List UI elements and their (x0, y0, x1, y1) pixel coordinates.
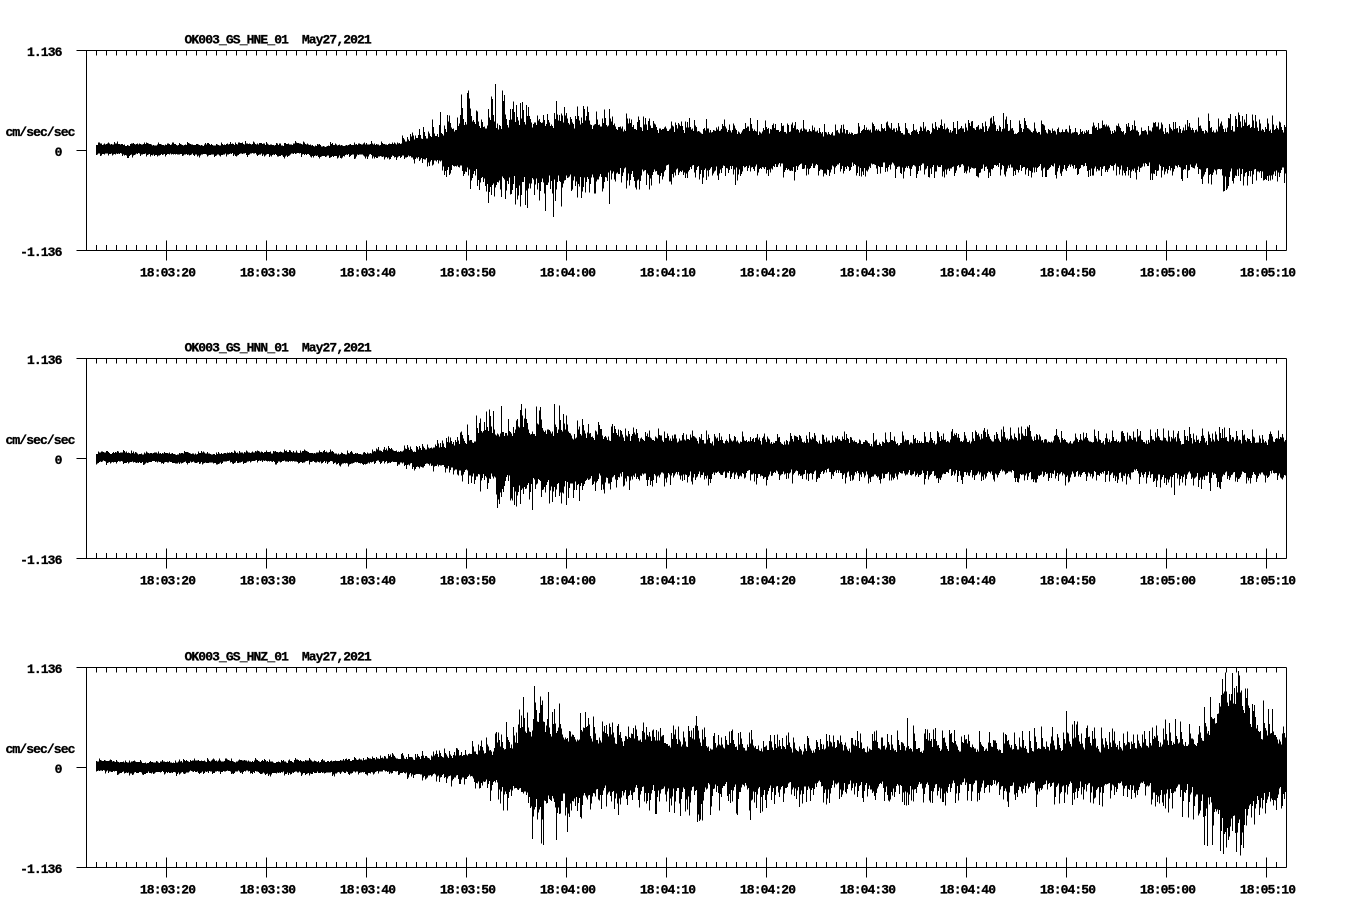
svg-text:-1.136: -1.136 (20, 553, 63, 568)
svg-text:OK003_GS_HNN_01 May27,2021: OK003_GS_HNN_01 May27,2021 (185, 341, 372, 356)
svg-text:0: 0 (55, 762, 63, 777)
svg-text:18:04:20: 18:04:20 (740, 574, 796, 589)
svg-text:18:03:20: 18:03:20 (140, 574, 196, 589)
svg-text:18:03:30: 18:03:30 (240, 883, 296, 898)
svg-text:18:04:20: 18:04:20 (740, 883, 796, 898)
svg-text:18:03:50: 18:03:50 (440, 266, 496, 281)
svg-text:18:04:00: 18:04:00 (540, 266, 596, 281)
svg-text:18:03:50: 18:03:50 (440, 574, 496, 589)
svg-text:OK003_GS_HNE_01 May27,2021: OK003_GS_HNE_01 May27,2021 (185, 33, 372, 48)
svg-text:18:04:50: 18:04:50 (1040, 574, 1096, 589)
svg-text:1.136: 1.136 (27, 353, 63, 368)
svg-text:18:04:00: 18:04:00 (540, 574, 596, 589)
svg-text:OK003_GS_HNZ_01 May27,2021: OK003_GS_HNZ_01 May27,2021 (185, 650, 372, 665)
svg-text:18:05:00: 18:05:00 (1140, 574, 1196, 589)
svg-text:18:04:40: 18:04:40 (940, 574, 996, 589)
svg-text:cm/sec/sec: cm/sec/sec (6, 433, 76, 448)
svg-text:18:04:40: 18:04:40 (940, 883, 996, 898)
svg-text:18:05:00: 18:05:00 (1140, 266, 1196, 281)
svg-text:18:05:10: 18:05:10 (1240, 574, 1296, 589)
svg-text:-1.136: -1.136 (20, 862, 63, 877)
svg-text:1.136: 1.136 (27, 662, 63, 677)
svg-text:18:03:40: 18:03:40 (340, 266, 396, 281)
svg-text:18:03:30: 18:03:30 (240, 266, 296, 281)
svg-text:18:03:30: 18:03:30 (240, 574, 296, 589)
svg-text:1.136: 1.136 (27, 45, 63, 60)
svg-text:18:04:30: 18:04:30 (840, 883, 896, 898)
svg-text:18:03:50: 18:03:50 (440, 883, 496, 898)
svg-text:0: 0 (55, 145, 63, 160)
svg-text:18:04:00: 18:04:00 (540, 883, 596, 898)
svg-text:18:04:20: 18:04:20 (740, 266, 796, 281)
svg-text:18:04:30: 18:04:30 (840, 574, 896, 589)
svg-text:18:05:10: 18:05:10 (1240, 266, 1296, 281)
svg-text:18:05:00: 18:05:00 (1140, 883, 1196, 898)
svg-text:18:03:20: 18:03:20 (140, 266, 196, 281)
svg-text:18:04:10: 18:04:10 (640, 883, 696, 898)
svg-text:18:03:40: 18:03:40 (340, 883, 396, 898)
svg-text:18:04:10: 18:04:10 (640, 266, 696, 281)
svg-text:18:04:40: 18:04:40 (940, 266, 996, 281)
svg-text:18:04:10: 18:04:10 (640, 574, 696, 589)
svg-text:18:04:50: 18:04:50 (1040, 266, 1096, 281)
svg-text:cm/sec/sec: cm/sec/sec (6, 125, 76, 140)
svg-text:cm/sec/sec: cm/sec/sec (6, 742, 76, 757)
svg-text:0: 0 (55, 453, 63, 468)
svg-text:18:03:40: 18:03:40 (340, 574, 396, 589)
svg-text:-1.136: -1.136 (20, 245, 63, 260)
svg-text:18:05:10: 18:05:10 (1240, 883, 1296, 898)
svg-text:18:03:20: 18:03:20 (140, 883, 196, 898)
svg-text:18:04:50: 18:04:50 (1040, 883, 1096, 898)
svg-text:18:04:30: 18:04:30 (840, 266, 896, 281)
